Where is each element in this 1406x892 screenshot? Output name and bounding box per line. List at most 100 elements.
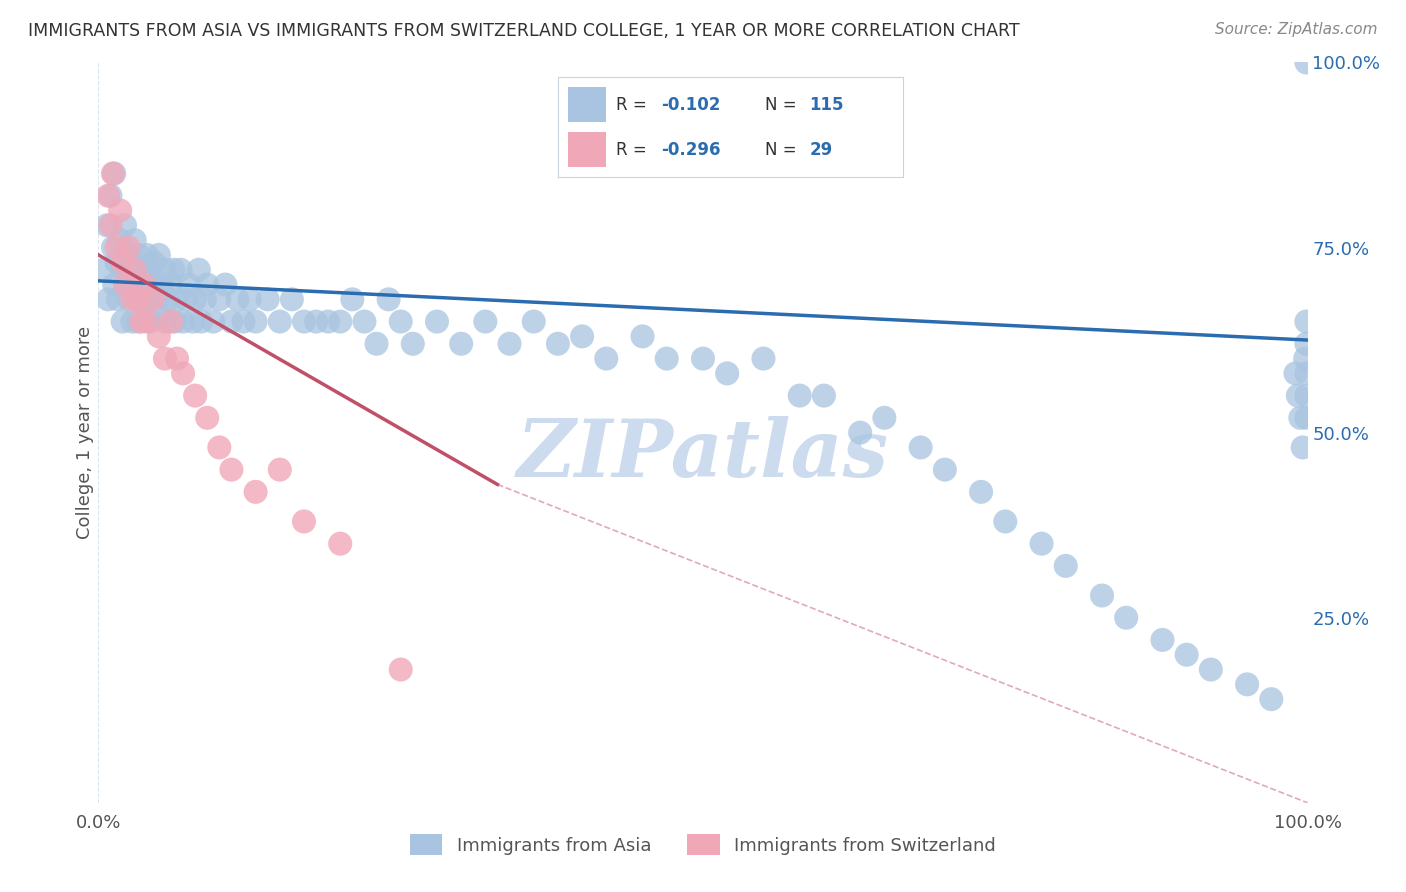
Text: ZIPatlas: ZIPatlas [517, 416, 889, 493]
Point [135, 314, 157, 328]
Point [134, 277, 156, 292]
Point [631, 329, 654, 343]
Point [1152, 632, 1174, 647]
Point [114, 277, 136, 292]
Point [194, 293, 217, 307]
Point [1295, 55, 1317, 70]
Point [111, 255, 134, 269]
Point [232, 314, 254, 328]
Point [316, 314, 339, 328]
Point [108, 233, 131, 247]
Point [450, 336, 472, 351]
Point [101, 166, 124, 180]
Point [353, 314, 375, 328]
Point [172, 314, 194, 328]
Point [269, 462, 291, 476]
Point [172, 367, 194, 381]
Point [377, 293, 399, 307]
Point [124, 233, 146, 247]
Point [994, 515, 1017, 529]
Point [342, 293, 364, 307]
Point [970, 484, 993, 499]
Point [93, 262, 115, 277]
Point [1236, 677, 1258, 691]
Point [135, 293, 157, 307]
Point [1286, 388, 1309, 402]
Point [100, 219, 122, 233]
Point [1295, 388, 1317, 402]
Point [148, 329, 170, 343]
Point [108, 203, 131, 218]
Point [292, 515, 315, 529]
Point [1295, 336, 1317, 351]
Point [1295, 410, 1317, 425]
Point [474, 314, 496, 328]
Point [129, 314, 152, 328]
Point [131, 293, 153, 307]
Point [910, 441, 932, 455]
Point [127, 314, 149, 328]
Point [226, 293, 249, 307]
Point [934, 462, 956, 476]
Point [134, 277, 156, 292]
Point [752, 351, 775, 366]
Point [389, 314, 412, 328]
Point [571, 329, 593, 343]
Point [1031, 536, 1053, 550]
Point [111, 314, 134, 328]
Point [1294, 351, 1316, 366]
Point [118, 248, 141, 262]
Point [208, 293, 231, 307]
Point [1091, 589, 1114, 603]
Point [118, 240, 141, 255]
Point [426, 314, 449, 328]
Point [1199, 663, 1222, 677]
Point [153, 351, 176, 366]
Point [148, 307, 170, 321]
Point [195, 277, 218, 292]
Point [105, 240, 128, 255]
Point [97, 293, 120, 307]
Point [124, 277, 146, 292]
Point [281, 293, 304, 307]
Point [292, 314, 315, 328]
Point [139, 314, 162, 328]
Point [256, 293, 278, 307]
Point [107, 293, 129, 307]
Point [245, 314, 267, 328]
Point [127, 293, 149, 307]
Point [138, 262, 160, 277]
Point [1284, 367, 1306, 381]
Point [873, 410, 896, 425]
Point [329, 536, 352, 550]
Point [174, 293, 197, 307]
Point [124, 262, 146, 277]
Point [329, 314, 352, 328]
Point [214, 277, 236, 292]
Point [135, 248, 157, 262]
Point [142, 277, 165, 292]
Point [523, 314, 546, 328]
Point [184, 388, 207, 402]
Point [1115, 610, 1137, 624]
Point [190, 314, 212, 328]
Point [849, 425, 872, 440]
Point [121, 314, 143, 328]
Point [716, 367, 738, 381]
Point [366, 336, 388, 351]
Point [163, 314, 186, 328]
Point [120, 262, 142, 277]
Point [1289, 410, 1312, 425]
Point [179, 277, 201, 292]
Point [153, 262, 176, 277]
Point [148, 248, 170, 262]
Point [195, 410, 218, 425]
Point [111, 262, 134, 277]
Point [153, 314, 176, 328]
Point [129, 262, 152, 277]
Point [105, 255, 128, 269]
Point [202, 314, 225, 328]
Point [239, 293, 262, 307]
Point [166, 293, 188, 307]
Point [245, 484, 267, 499]
